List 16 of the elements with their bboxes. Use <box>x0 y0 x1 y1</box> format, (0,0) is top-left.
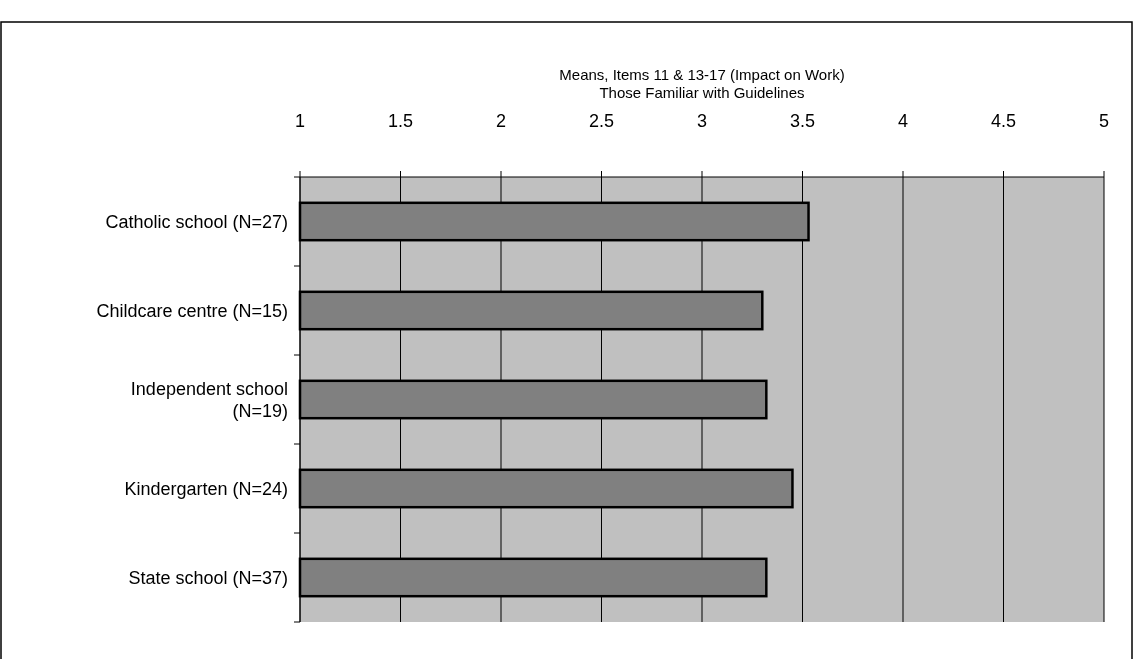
chart-title: Means, Items 11 & 13-17 (Impact on Work) <box>559 66 845 83</box>
y-tick-label: State school (N=37) <box>128 567 288 588</box>
x-tick-label: 5 <box>1098 111 1110 131</box>
x-tick-label: 1 <box>294 111 306 131</box>
x-tick-label: 2 <box>495 111 507 131</box>
x-tick-label: 4 <box>897 111 909 131</box>
y-tick-label: Kindergarten (N=24) <box>124 478 288 499</box>
x-tick-label: 2.5 <box>588 111 615 131</box>
y-tick-label: Childcare centre (N=15) <box>96 300 288 321</box>
y-tick-label: Catholic school (N=27) <box>105 211 288 232</box>
chart-subtitle: Those Familiar with Guidelines <box>599 84 805 101</box>
x-tick-label: 3.5 <box>789 111 816 131</box>
y-tick-label: Independent school (N=19) <box>130 378 288 421</box>
x-tick-label: 3 <box>696 111 708 131</box>
x-tick-label: 1.5 <box>387 111 414 131</box>
x-tick-label: 4.5 <box>990 111 1017 131</box>
